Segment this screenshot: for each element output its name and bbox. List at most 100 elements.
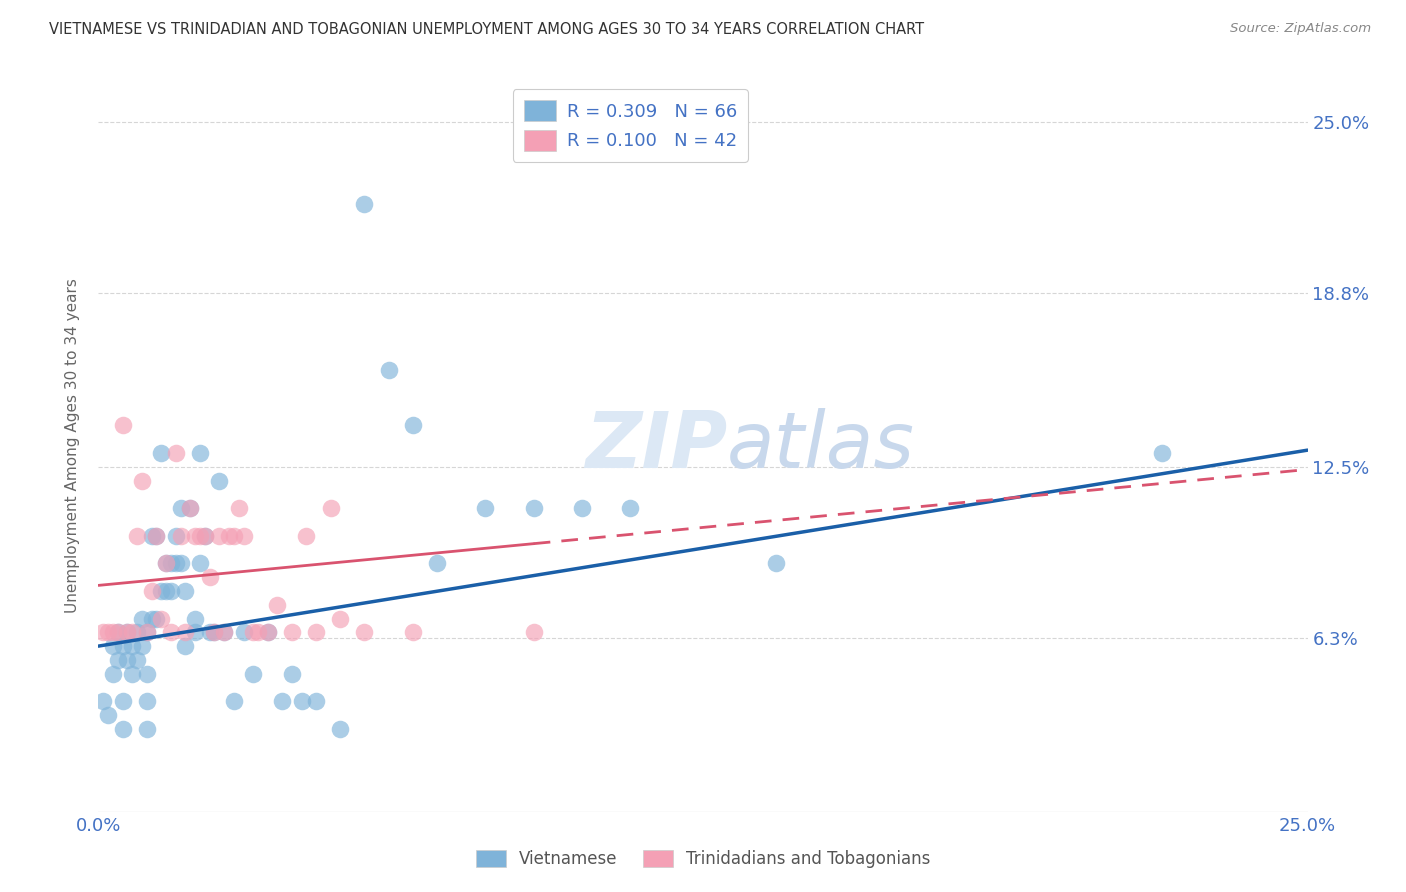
Legend: R = 0.309   N = 66, R = 0.100   N = 42: R = 0.309 N = 66, R = 0.100 N = 42 (513, 89, 748, 161)
Point (127, 653, 149, 667)
Point (155, 557, 177, 571)
Point (353, 625, 375, 640)
Point (247, 625, 270, 640)
Point (145, 529, 167, 543)
Text: atlas: atlas (727, 408, 915, 484)
Point (402, 625, 425, 640)
Point (135, 722, 157, 736)
Point (212, 625, 235, 640)
Point (145, 611, 167, 625)
Point (218, 529, 240, 543)
Point (160, 583, 183, 598)
Point (101, 639, 124, 653)
Point (222, 694, 245, 708)
Legend: Vietnamese, Trinidadians and Tobagonians: Vietnamese, Trinidadians and Tobagonians (470, 843, 936, 875)
Y-axis label: Unemployment Among Ages 30 to 34 years: Unemployment Among Ages 30 to 34 years (65, 278, 80, 614)
Point (107, 625, 129, 640)
Point (765, 557, 787, 571)
Point (353, 197, 375, 211)
Point (266, 598, 288, 612)
Point (155, 583, 177, 598)
Point (184, 611, 207, 625)
Point (174, 625, 197, 640)
Point (117, 625, 139, 640)
Point (174, 639, 197, 653)
Point (117, 625, 139, 640)
Point (571, 501, 593, 516)
Point (127, 529, 149, 543)
Point (188, 529, 211, 543)
Point (111, 694, 134, 708)
Point (256, 625, 278, 640)
Point (184, 625, 207, 640)
Point (198, 625, 221, 640)
Point (150, 583, 173, 598)
Point (208, 529, 231, 543)
Point (121, 639, 143, 653)
Point (160, 625, 183, 640)
Point (174, 583, 197, 598)
Point (1152, 446, 1174, 460)
Point (271, 694, 294, 708)
Point (402, 418, 425, 433)
Point (160, 557, 183, 571)
Point (232, 529, 254, 543)
Point (204, 625, 226, 640)
Point (131, 611, 153, 625)
Point (256, 625, 278, 640)
Point (141, 583, 163, 598)
Point (141, 529, 163, 543)
Point (135, 625, 157, 640)
Point (150, 611, 173, 625)
Point (523, 625, 546, 640)
Point (179, 501, 201, 516)
Point (155, 557, 177, 571)
Point (194, 529, 217, 543)
Point (135, 694, 157, 708)
Point (91, 694, 114, 708)
Point (165, 557, 187, 571)
Point (91, 625, 114, 640)
Point (329, 611, 352, 625)
Point (222, 529, 245, 543)
Point (184, 529, 207, 543)
Point (107, 653, 129, 667)
Point (188, 446, 211, 460)
Point (101, 666, 124, 681)
Text: ZIP: ZIP (585, 408, 727, 484)
Point (305, 625, 328, 640)
Point (619, 501, 641, 516)
Point (135, 625, 157, 640)
Point (232, 625, 254, 640)
Point (131, 639, 153, 653)
Point (135, 666, 157, 681)
Point (208, 474, 231, 488)
Point (188, 557, 211, 571)
Point (121, 666, 143, 681)
Point (319, 501, 342, 516)
Point (329, 722, 352, 736)
Point (377, 363, 399, 377)
Point (169, 501, 191, 516)
Point (169, 557, 191, 571)
Point (242, 625, 264, 640)
Point (179, 501, 201, 516)
Point (141, 611, 163, 625)
Point (194, 529, 217, 543)
Point (131, 474, 153, 488)
Point (101, 625, 124, 640)
Point (242, 666, 264, 681)
Point (228, 501, 250, 516)
Point (426, 557, 449, 571)
Point (165, 446, 187, 460)
Point (97, 708, 120, 723)
Point (281, 666, 304, 681)
Point (107, 625, 129, 640)
Point (290, 694, 312, 708)
Point (305, 694, 328, 708)
Text: VIETNAMESE VS TRINIDADIAN AND TOBAGONIAN UNEMPLOYMENT AMONG AGES 30 TO 34 YEARS : VIETNAMESE VS TRINIDADIAN AND TOBAGONIAN… (49, 22, 924, 37)
Point (281, 625, 304, 640)
Point (111, 418, 134, 433)
Point (117, 653, 139, 667)
Point (97, 625, 120, 640)
